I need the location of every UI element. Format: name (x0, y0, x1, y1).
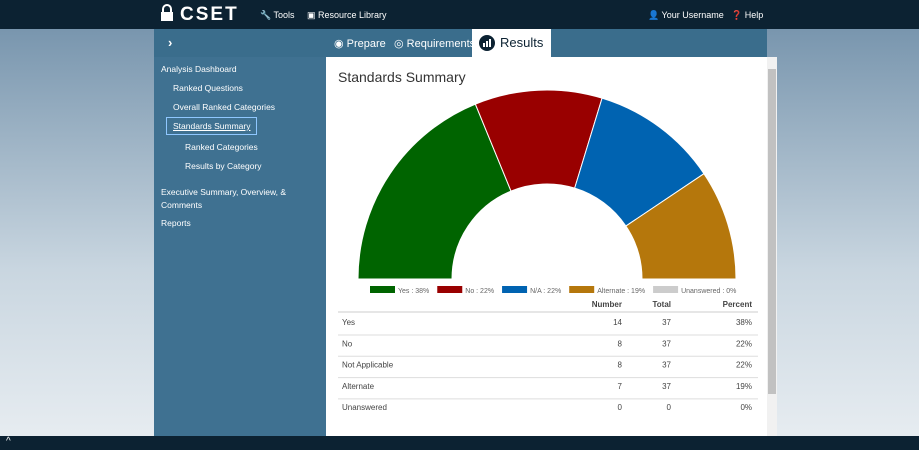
column-header: Number (592, 300, 622, 309)
column-header: Total (652, 300, 671, 309)
cell: 37 (662, 361, 671, 370)
help-text[interactable]: Help (744, 10, 764, 20)
nav-item[interactable]: Ranked Categories (185, 142, 258, 152)
tab[interactable]: ◉ Prepare (334, 38, 386, 50)
legend-label: N/A : 22% (530, 288, 561, 295)
legend-label: No : 22% (465, 288, 494, 295)
tab-text[interactable]: Requirements (406, 38, 476, 50)
legend-swatch (370, 286, 395, 293)
legend-label: Alternate : 19% (597, 288, 645, 295)
segment (357, 103, 512, 280)
footer-bar: ^ (0, 436, 919, 450)
row-label: Not Applicable (342, 361, 394, 370)
tools-text[interactable]: Tools (273, 10, 295, 20)
cell: 19% (736, 382, 752, 391)
nav-item[interactable]: Ranked Questions (173, 83, 243, 93)
nav-item[interactable]: Overall Ranked Categories (173, 102, 276, 112)
nav-item[interactable]: Reports (161, 218, 191, 228)
cell: 22% (736, 339, 752, 348)
legend-swatch (653, 286, 679, 293)
cell: 0 (618, 403, 623, 412)
expand-button[interactable]: › (168, 35, 173, 50)
legend-label: Unanswered : 0% (681, 288, 736, 295)
scrollbar-thumb[interactable] (768, 69, 776, 394)
legend-label: Yes : 38% (398, 288, 429, 295)
lock-icon (161, 4, 173, 21)
row-label: Yes (342, 318, 355, 327)
chart: Standards Summary Yes : 38% No : 22% N/A :… (338, 57, 777, 436)
cell: 8 (618, 361, 623, 370)
sidebar: Analysis Dashboard Ranked Questions Over… (154, 57, 326, 436)
row-label: No (342, 339, 353, 348)
cell: 0 (667, 403, 672, 412)
tools-link[interactable]: 🔧 Tools (260, 10, 295, 20)
cell: 38% (736, 318, 752, 327)
tab-text[interactable]: Results (500, 35, 544, 50)
legend-swatch (502, 286, 528, 293)
cell: 37 (662, 318, 671, 327)
nav-item[interactable]: Analysis Dashboard (161, 64, 237, 74)
cell: 7 (618, 382, 623, 391)
row-label: Alternate (342, 382, 375, 391)
content: Standards Summary Yes : 38% No : 22% N/A :… (326, 57, 777, 436)
cell: 0% (740, 403, 752, 412)
navbar: CSET 🔧 Tools ▣ Resource Library 👤 Your U… (0, 0, 919, 29)
library-text[interactable]: Resource Library (318, 10, 387, 20)
tab[interactable]: ◎ Requirements (394, 38, 476, 50)
nav-item[interactable]: Results by Category (185, 161, 262, 171)
user-text[interactable]: Your Username (661, 10, 724, 20)
cell: 37 (662, 339, 671, 348)
cell: 22% (736, 361, 752, 370)
row-label: Unanswered (342, 403, 387, 412)
cell: 14 (613, 318, 622, 327)
nav-item[interactable]: Executive Summary, Overview, & Comments (161, 187, 287, 210)
library-link[interactable]: ▣ Resource Library (307, 10, 387, 20)
help-link[interactable]: ❓ Help (731, 10, 764, 20)
brand[interactable]: CSET (180, 4, 239, 25)
tab-active[interactable]: Results (472, 29, 552, 57)
legend-swatch (569, 286, 595, 293)
tab-bar: › ◉ Prepare ◎ Requirements Results (154, 29, 767, 57)
scroll-top[interactable]: ^ (6, 436, 11, 447)
cell: 37 (662, 382, 671, 391)
chart-title: Standards Summary (338, 69, 466, 85)
legend-swatch (437, 286, 463, 293)
nav-item-selected[interactable]: Standards Summary (166, 117, 258, 135)
user-link[interactable]: 👤 Your Username (648, 10, 724, 20)
results-icon (479, 35, 495, 51)
tab-text[interactable]: Prepare (346, 38, 386, 50)
cell: 8 (618, 339, 623, 348)
column-header: Percent (723, 300, 753, 309)
